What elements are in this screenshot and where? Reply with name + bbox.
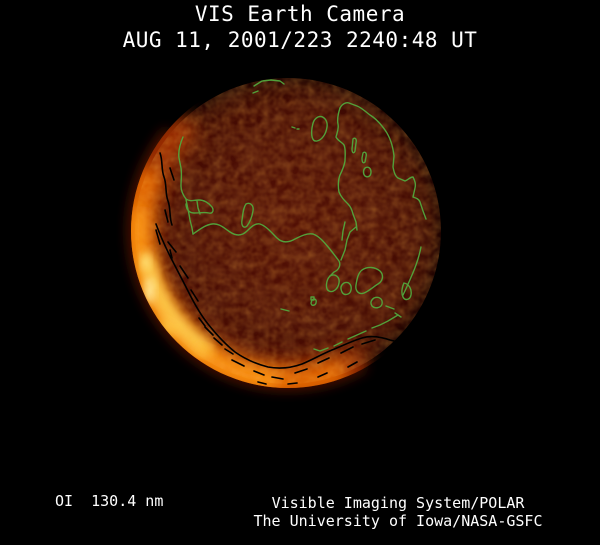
coast-arctic [252,79,285,94]
disk-noise-texture [135,78,441,384]
islands-small-dashes [280,296,317,312]
coast-upper-limb [155,152,175,245]
instrument-credit: Visible Imaging System/POLAR [271,494,525,512]
islands-northeast [351,137,372,178]
coast-left-cluster [178,136,214,235]
coast-sunlit-details [167,241,223,346]
image-title: VIS Earth Camera [194,2,406,26]
coast-northeast-inner [335,107,358,231]
lake-loop [241,202,254,228]
coast-northeast-outer [339,102,427,220]
coast-mid-wave [192,221,357,277]
observation-timestamp: AUG 11, 2001/223 2240:48 UT [122,28,478,52]
coast-caspian [291,115,328,142]
credit-block: Visible Imaging System/POLAR The Univers… [240,494,556,530]
institution-credit: The University of Iowa/NASA-GSFC [253,512,543,530]
sunlit-coastlines [155,152,399,385]
islands-east [325,266,412,318]
coast-sunlit-main [155,223,399,369]
coast-sunlit-islands [198,317,376,385]
wavelength-label: OI 130.4 nm [55,492,164,510]
continent-outlines [178,79,427,352]
island-chain-southeast [313,246,422,352]
